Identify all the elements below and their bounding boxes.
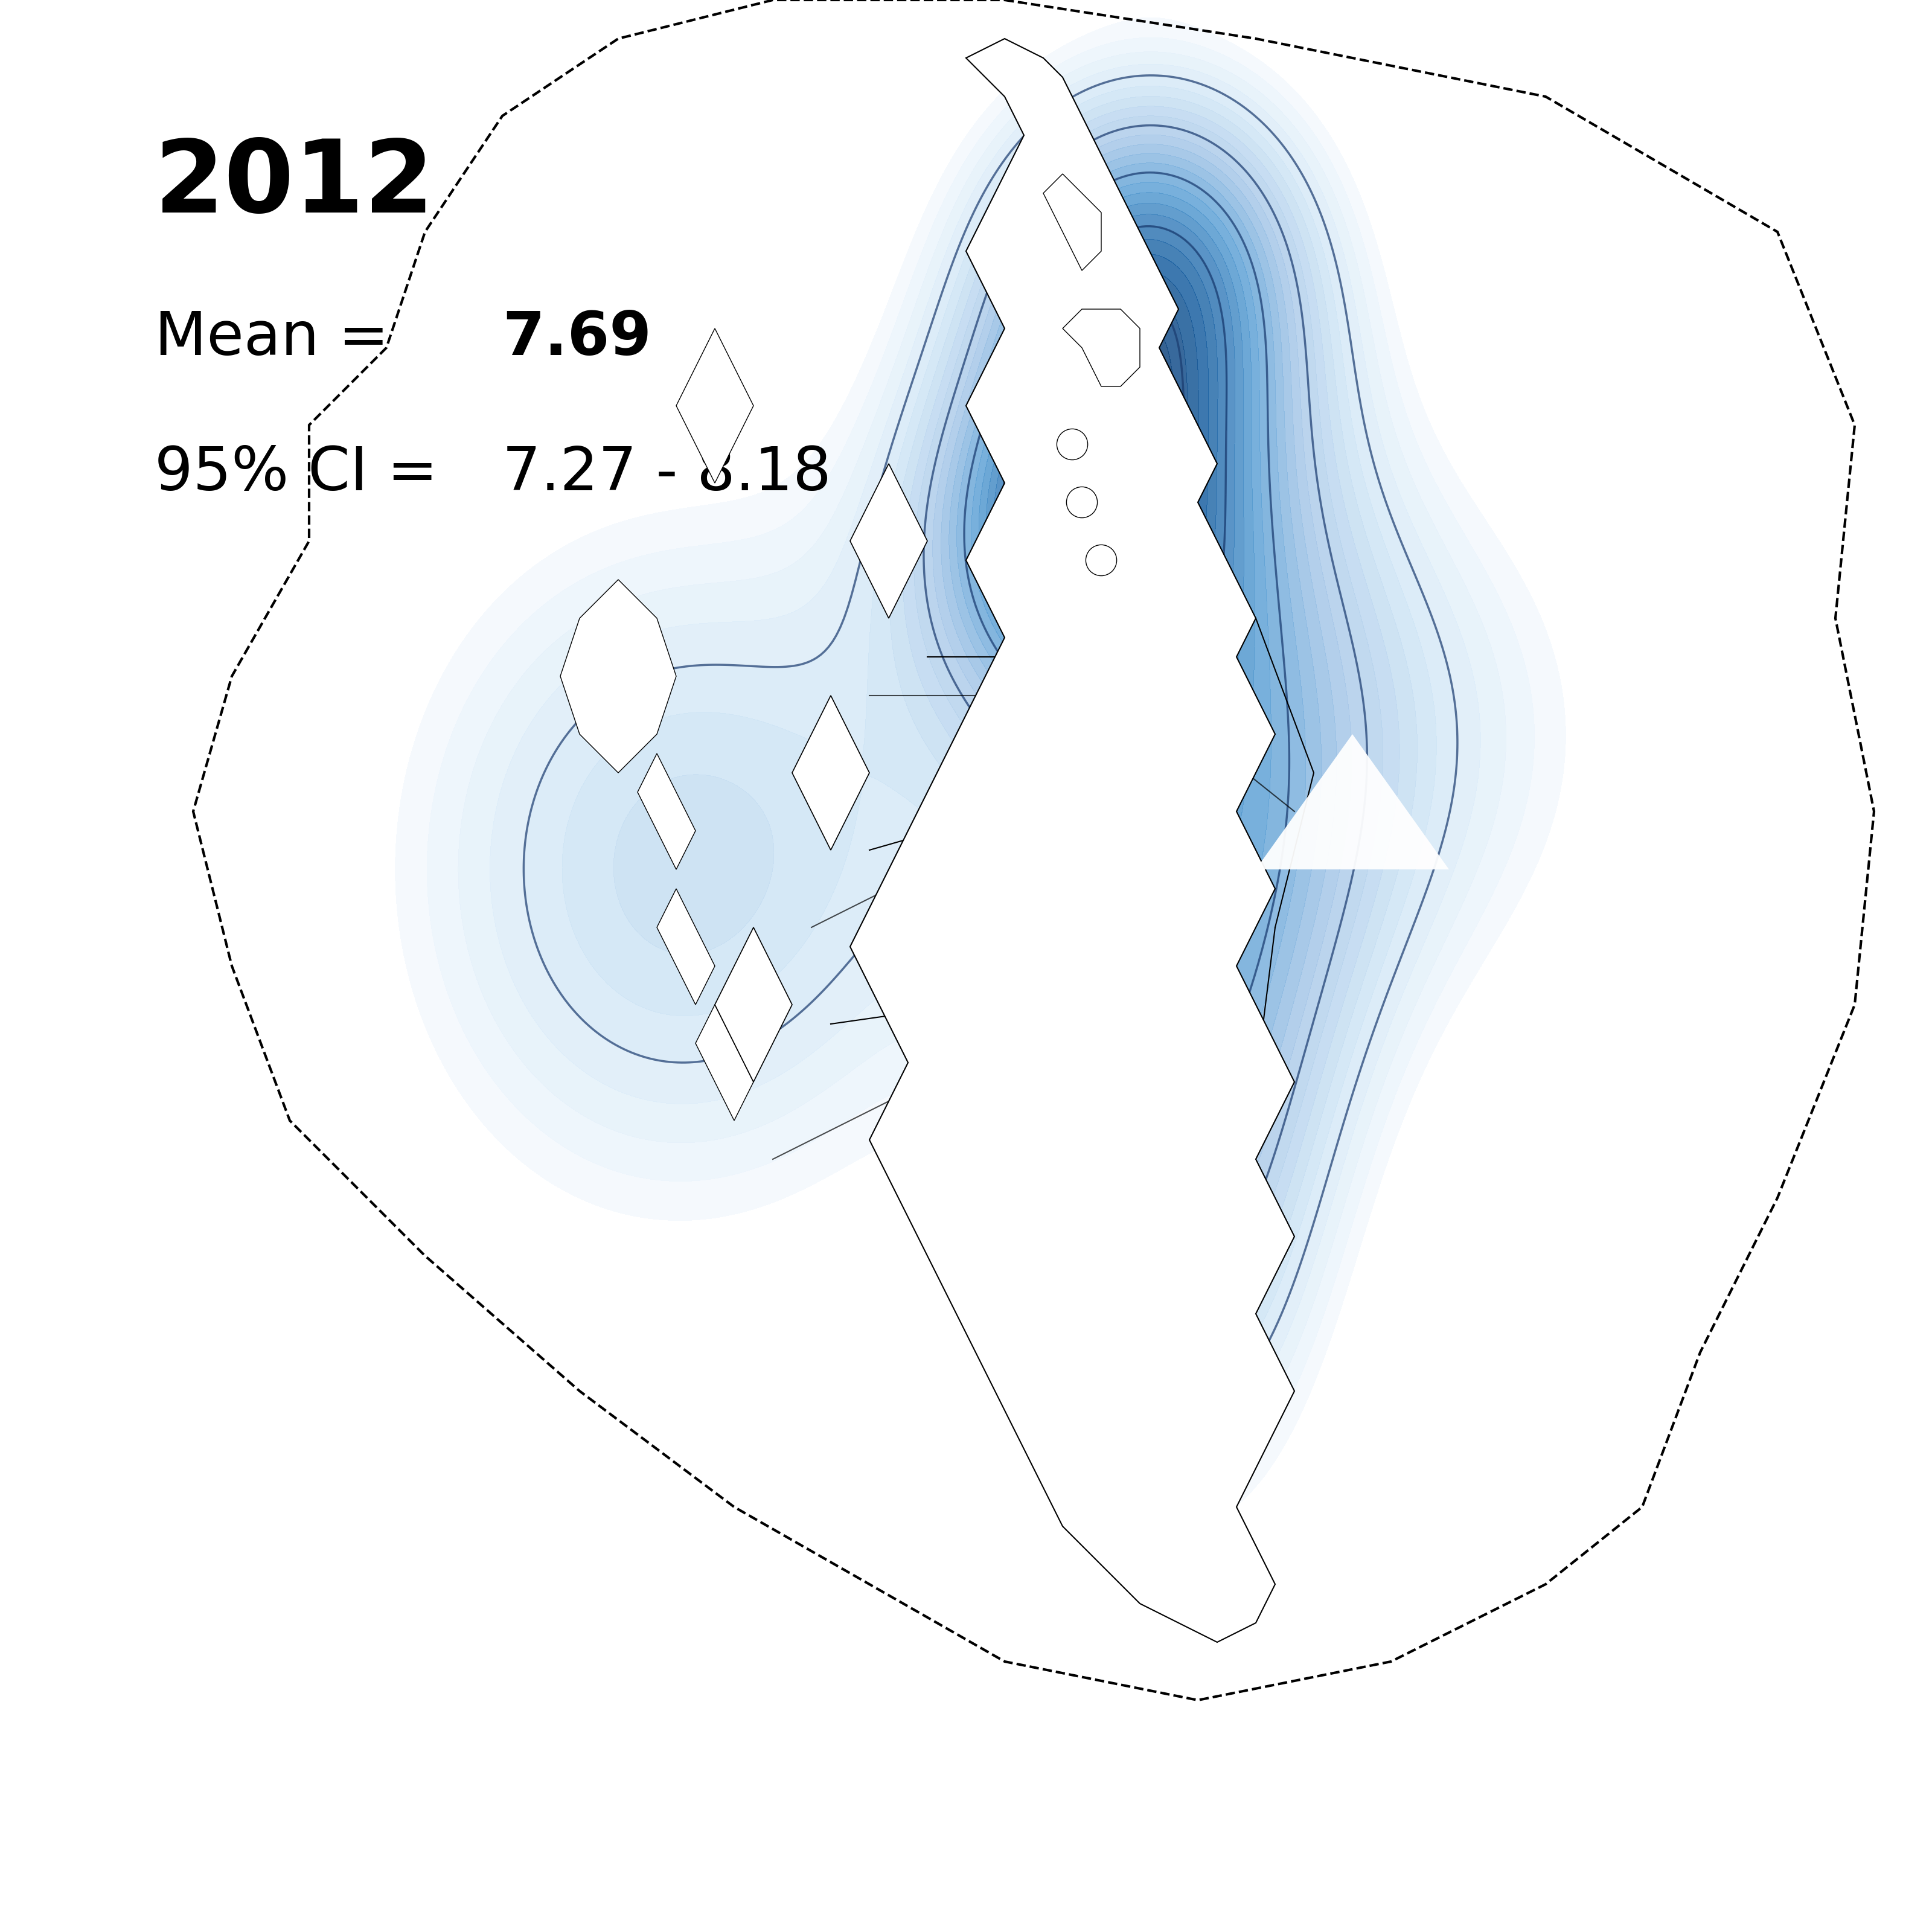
- Text: 95% CI =: 95% CI =: [155, 444, 458, 502]
- Circle shape: [1086, 545, 1117, 576]
- Text: Mean =: Mean =: [155, 309, 408, 367]
- Polygon shape: [657, 889, 715, 1005]
- Polygon shape: [792, 696, 869, 850]
- Polygon shape: [1063, 309, 1140, 386]
- Polygon shape: [696, 1005, 753, 1121]
- Circle shape: [1057, 429, 1088, 460]
- Text: 7.27 - 8.18: 7.27 - 8.18: [502, 444, 831, 502]
- Polygon shape: [676, 328, 753, 483]
- Polygon shape: [850, 39, 1294, 1642]
- Polygon shape: [850, 464, 927, 618]
- Circle shape: [1066, 487, 1097, 518]
- Polygon shape: [560, 580, 676, 773]
- Polygon shape: [1043, 174, 1101, 270]
- Polygon shape: [1256, 734, 1449, 869]
- Polygon shape: [638, 753, 696, 869]
- Text: 7.69: 7.69: [502, 309, 651, 367]
- Polygon shape: [715, 927, 792, 1082]
- Text: 2012: 2012: [155, 135, 435, 234]
